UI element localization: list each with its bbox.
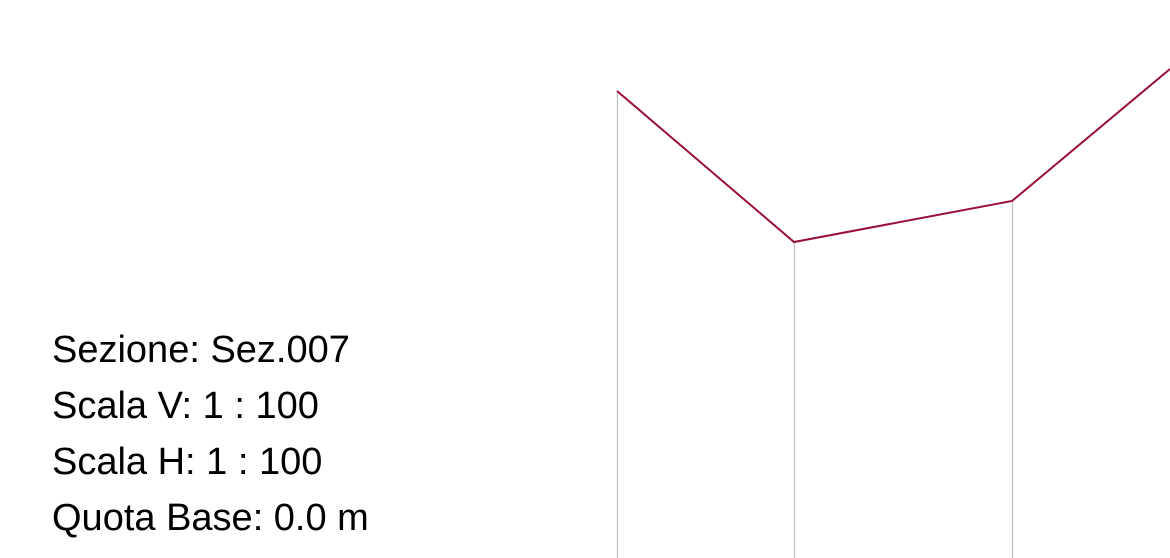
info-line: Sezione: Sez.007 xyxy=(52,329,350,371)
terrain-profile xyxy=(616,68,1170,244)
info-line: Scala H: 1 : 100 xyxy=(52,441,322,483)
section-info: Sezione: Sez.007 Scala V: 1 : 100 Scala … xyxy=(52,329,369,539)
info-line: Quota Base: 0.0 m xyxy=(52,497,369,539)
info-line: Scala V: 1 : 100 xyxy=(52,385,319,427)
vertical-lines xyxy=(616,91,1014,558)
